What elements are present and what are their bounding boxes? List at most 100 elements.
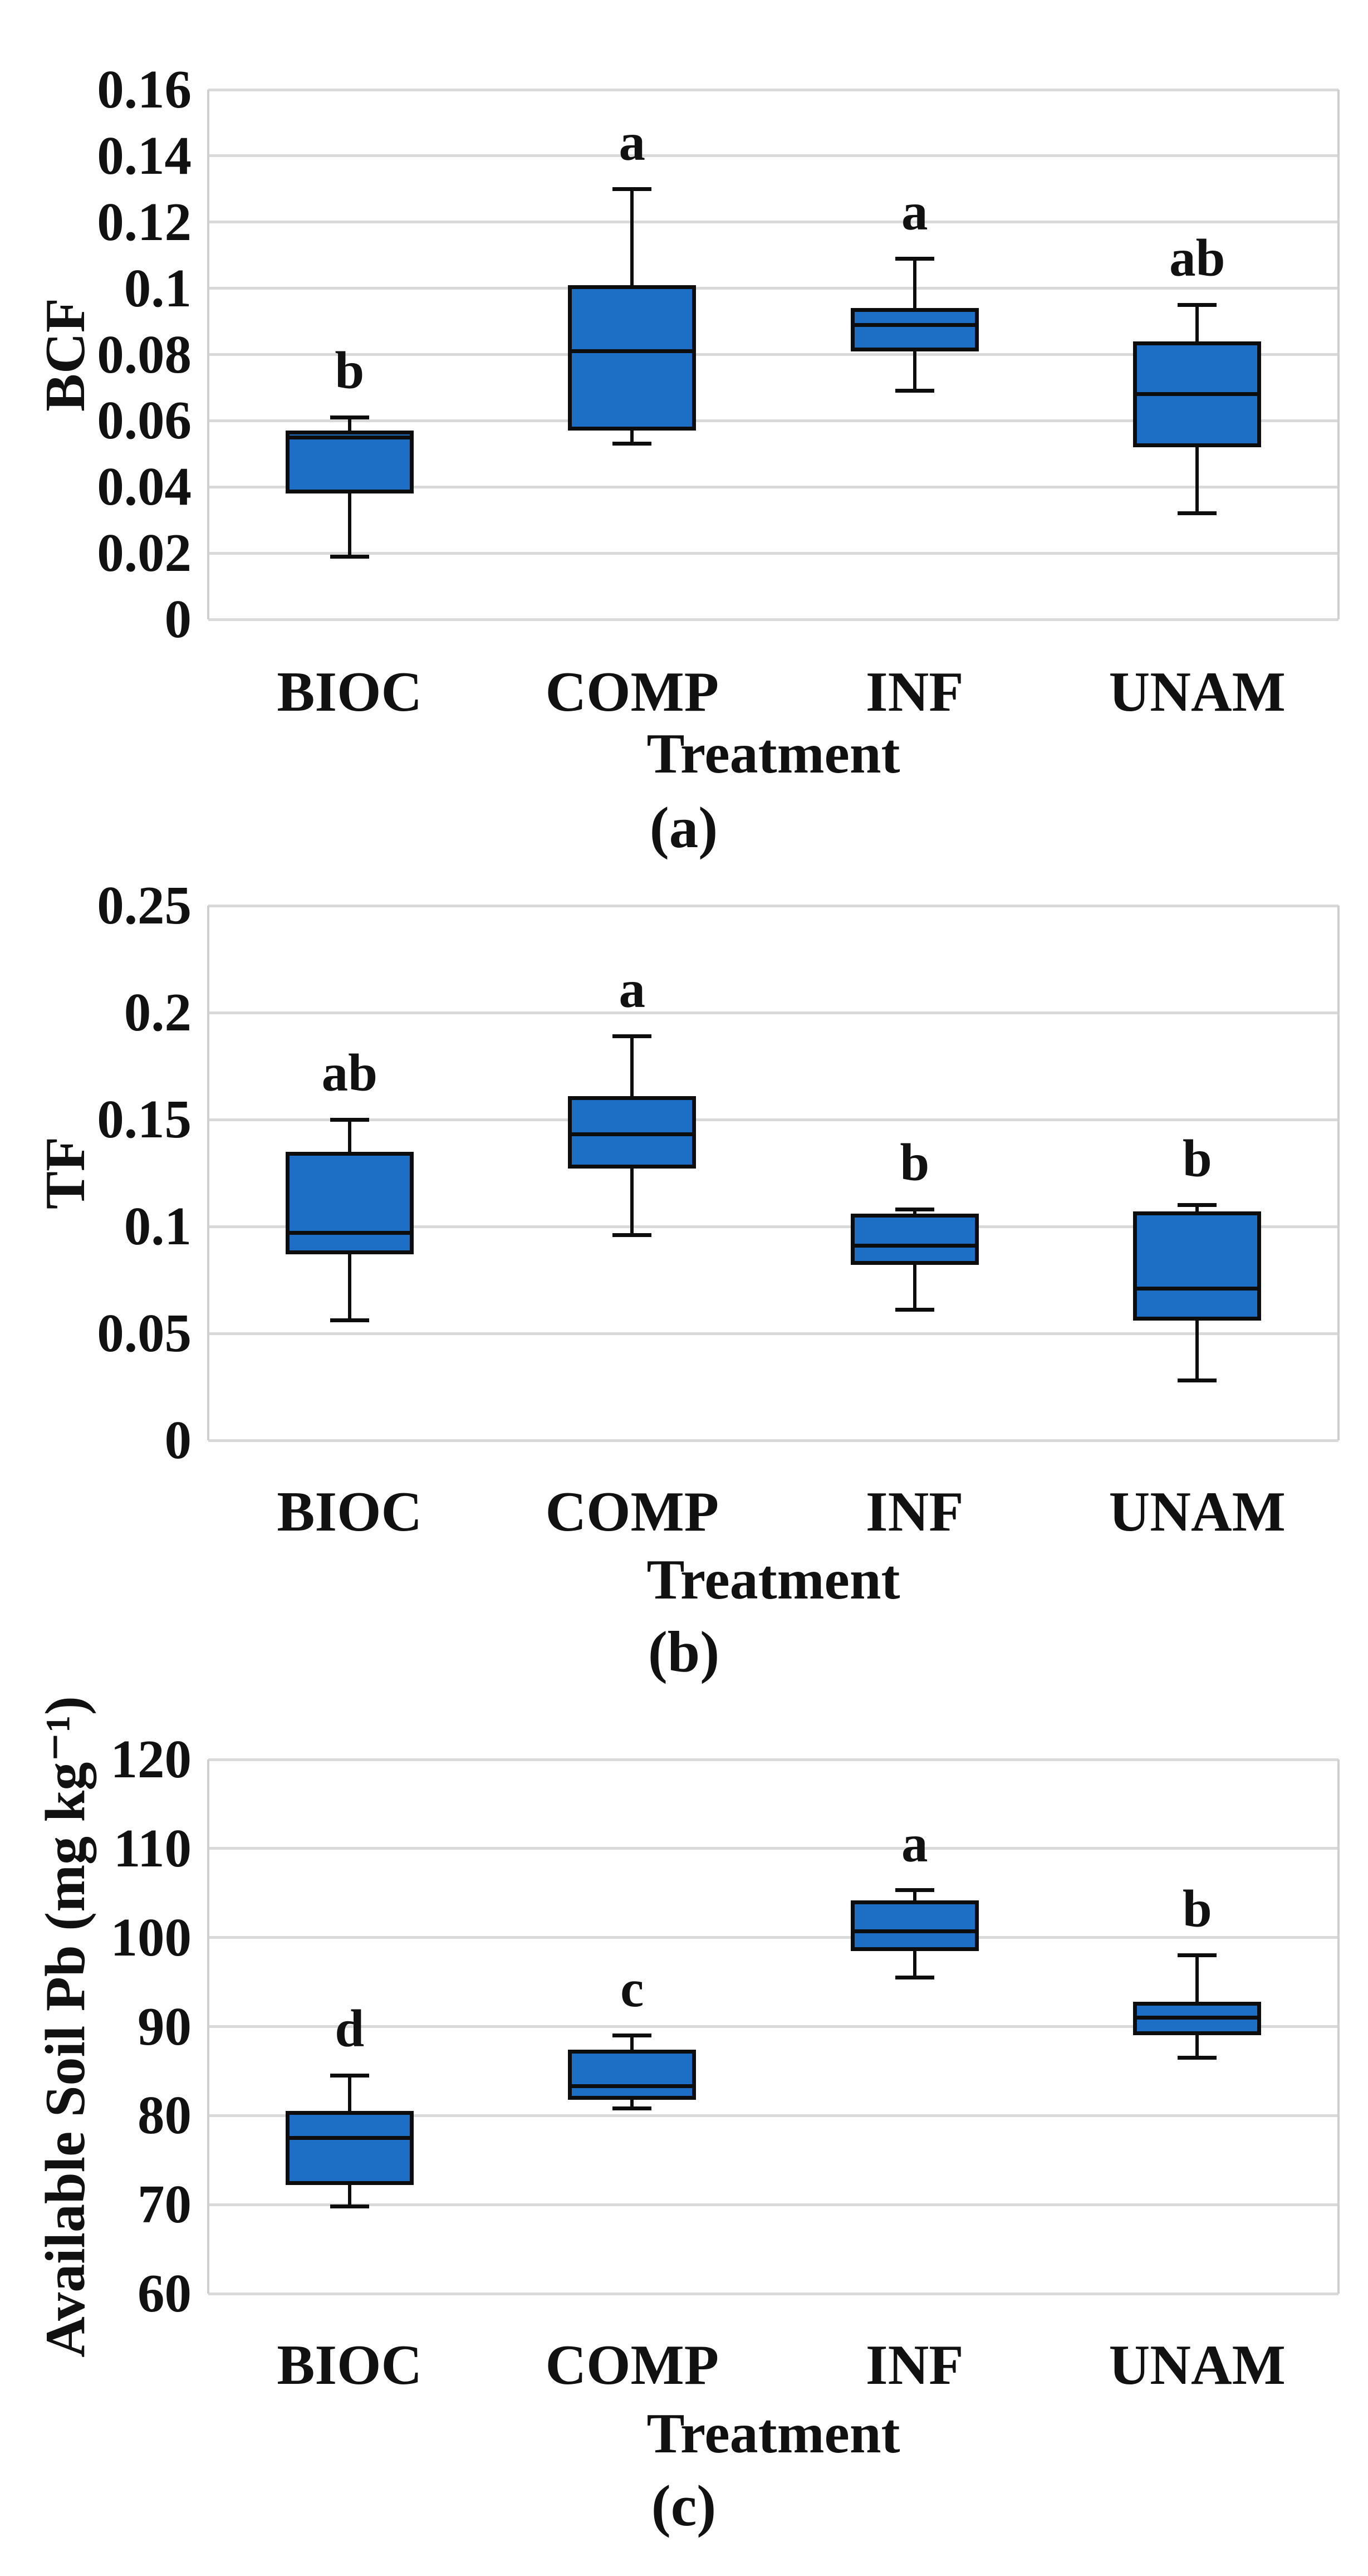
lower-whisker-cap	[895, 1976, 934, 1980]
upper-whisker	[1195, 1955, 1199, 2002]
gridline	[208, 88, 1338, 91]
lower-whisker-cap	[612, 1233, 652, 1237]
significance-letter: b	[900, 1133, 930, 1192]
gridline	[208, 1936, 1338, 1939]
y-tick-label: 0.15	[97, 1089, 192, 1149]
gridline	[208, 154, 1338, 158]
gridline	[208, 1011, 1338, 1014]
gridline	[208, 419, 1338, 422]
plot-right-border	[1337, 1759, 1340, 2294]
lower-whisker-cap	[612, 442, 652, 446]
y-tick-label: 0.08	[97, 324, 192, 384]
x-axis-title: Treatment	[646, 722, 900, 785]
box-inf	[850, 1900, 979, 1951]
x-category-label-unam: UNAM	[1109, 2334, 1286, 2397]
gridline	[208, 904, 1338, 907]
lower-whisker-cap	[330, 554, 369, 559]
plot-area-a	[208, 90, 1338, 619]
box-unam	[1133, 1211, 1262, 1321]
upper-whisker	[913, 258, 916, 309]
y-tick-label: 0.1	[124, 1196, 192, 1256]
x-category-label-bioc: BIOC	[277, 661, 423, 724]
gridline	[208, 2203, 1338, 2206]
upper-whisker	[347, 1120, 351, 1152]
lower-whisker	[1195, 447, 1199, 514]
x-axis-title: Treatment	[646, 2402, 900, 2465]
box-inf	[850, 308, 979, 351]
gridline	[208, 1758, 1338, 1761]
lower-whisker-cap	[895, 1308, 934, 1312]
lower-whisker-cap	[330, 1318, 369, 1323]
upper-whisker-cap	[612, 1034, 652, 1038]
y-axis-line	[207, 1759, 209, 2294]
x-category-label-inf: INF	[865, 661, 964, 724]
y-tick-label: 110	[113, 1818, 192, 1878]
plot-area-b	[208, 906, 1338, 1440]
y-tick-label: 60	[138, 2264, 192, 2323]
y-axis-line	[207, 906, 209, 1440]
upper-whisker	[347, 417, 351, 431]
y-tick-label: 100	[110, 1907, 192, 1967]
upper-whisker	[630, 1036, 634, 1096]
plot-right-border	[1337, 906, 1340, 1440]
y-tick-label: 0.16	[97, 60, 192, 119]
significance-letter: c	[620, 1959, 644, 2018]
upper-whisker-cap	[1178, 302, 1217, 307]
x-axis-title: Treatment	[646, 1548, 900, 1611]
box-unam	[1133, 341, 1262, 447]
plot-right-border	[1337, 90, 1340, 619]
y-tick-label: 0.04	[97, 457, 192, 517]
upper-whisker-cap	[612, 2033, 652, 2037]
upper-whisker	[347, 2075, 351, 2111]
lower-whisker-cap	[612, 2106, 652, 2111]
upper-whisker-cap	[895, 256, 934, 261]
median-line	[568, 349, 697, 354]
upper-whisker	[630, 189, 634, 285]
x-category-label-comp: COMP	[545, 661, 719, 724]
gridline	[208, 485, 1338, 488]
y-tick-label: 120	[110, 1729, 192, 1789]
lower-whisker	[347, 2185, 351, 2207]
lower-whisker	[630, 2099, 634, 2109]
gridline	[208, 551, 1338, 555]
median-line	[285, 435, 414, 439]
gridline	[208, 221, 1338, 224]
lower-whisker-cap	[1178, 1378, 1217, 1382]
gridline	[208, 2025, 1338, 2028]
box-bioc	[285, 1151, 414, 1254]
upper-whisker-cap	[330, 415, 369, 419]
gridline	[208, 1118, 1338, 1121]
y-tick-label: 0.06	[97, 390, 192, 451]
lower-whisker	[347, 493, 351, 557]
median-line	[850, 322, 979, 327]
gridline	[208, 2114, 1338, 2117]
x-category-label-inf: INF	[865, 1480, 964, 1543]
median-line	[285, 1231, 414, 1235]
x-category-label-comp: COMP	[545, 1480, 719, 1543]
lower-whisker-cap	[1178, 511, 1217, 516]
median-line	[1133, 392, 1262, 397]
box-unam	[1133, 2001, 1262, 2036]
significance-letter: b	[1182, 1879, 1212, 1938]
gridline	[208, 1439, 1338, 1442]
x-category-label-bioc: BIOC	[277, 2334, 423, 2397]
gridline	[208, 353, 1338, 356]
x-category-label-inf: INF	[865, 2334, 964, 2397]
gridline	[208, 2292, 1338, 2295]
significance-letter: ab	[321, 1043, 377, 1102]
y-axis-line	[207, 90, 209, 619]
upper-whisker	[1195, 1205, 1199, 1212]
lower-whisker-cap	[330, 2204, 369, 2208]
y-tick-label: 0.25	[97, 876, 192, 935]
median-line	[1133, 1286, 1262, 1291]
median-line	[285, 2135, 414, 2140]
upper-whisker-cap	[330, 2073, 369, 2078]
y-tick-label: 0	[164, 1410, 192, 1470]
x-category-label-bioc: BIOC	[277, 1480, 423, 1543]
y-tick-label: 0.1	[124, 258, 192, 318]
upper-whisker-cap	[612, 187, 652, 191]
upper-whisker-cap	[1178, 1203, 1217, 1208]
